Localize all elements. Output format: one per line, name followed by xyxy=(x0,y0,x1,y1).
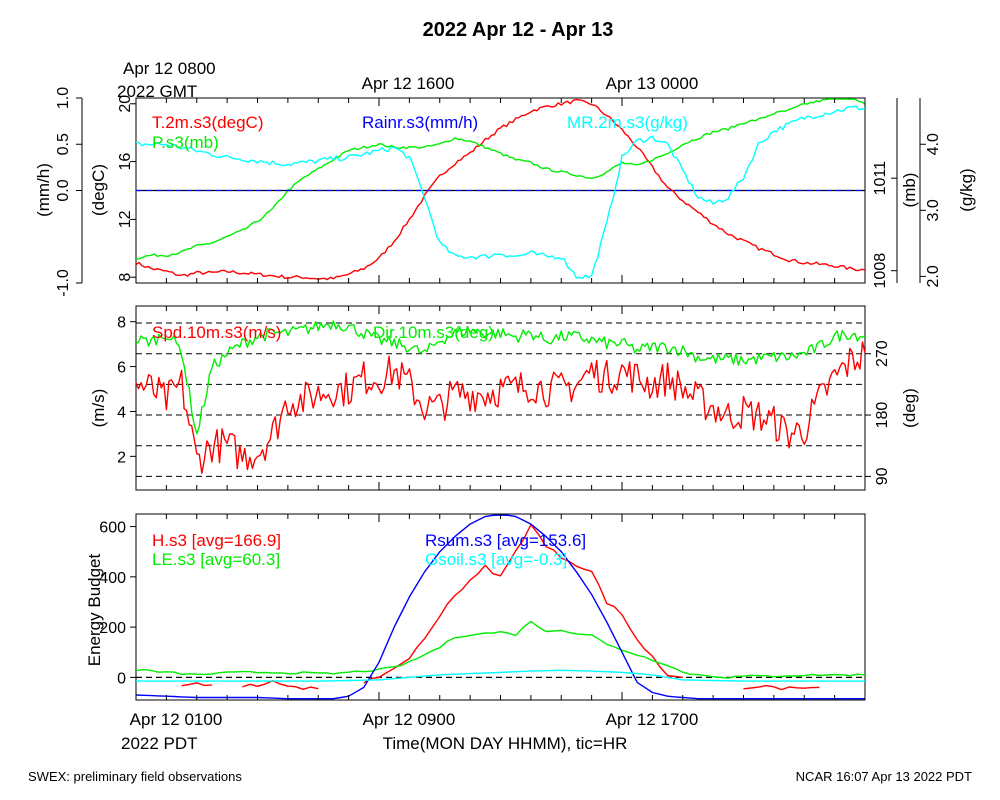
series-line-gsoil-s3 xyxy=(136,669,865,682)
footer-right: NCAR 16:07 Apr 13 2022 PDT xyxy=(796,769,972,784)
energy-tick-label: 600 xyxy=(99,520,126,537)
mixing-ratio-tick-label: 4.0 xyxy=(925,133,942,155)
energy-axes-group: 0 200 400 600 xyxy=(99,514,866,700)
rain-axis-label: (mm/h) xyxy=(34,163,53,217)
series-line-h-s3-2 xyxy=(363,524,683,684)
direction-tick-label: 180 xyxy=(874,402,891,429)
rain-tick-label: 0.0 xyxy=(55,179,72,201)
legend-wind-speed: Spd.10m.s3(m/s) xyxy=(152,323,281,342)
series-line-p-s3-mb- xyxy=(135,98,866,260)
temp-tick-label: 8 xyxy=(117,273,134,282)
temp-tick-label: 16 xyxy=(117,153,134,171)
met-axes-group: -1.0 0.0 0.5 1.0 8 12 16 20 1008 1011 2.0 3.0 4.0 xyxy=(55,87,942,297)
temp-axis-label: (degC) xyxy=(89,164,108,216)
x-axis-title: Time(MON DAY HHMM), tic=HR xyxy=(383,734,628,753)
pressure-axis-label: (mb) xyxy=(900,173,919,208)
legend-mixing-ratio: MR.2m.s3(g/kg) xyxy=(567,113,688,132)
direction-axis-label: (deg) xyxy=(900,388,919,428)
rain-tick-label: -1.0 xyxy=(55,269,72,297)
energy-panel: 0 200 400 600 H.s3 [avg=166.9] LE.s3 [avg=6… xyxy=(85,513,866,701)
wind-axes-group: 2 4 6 8 90 180 270 xyxy=(117,306,891,490)
bottom-time-label-first: Apr 12 0100 xyxy=(130,710,223,729)
series-line-h-s3-0 xyxy=(181,682,212,687)
direction-tick-label: 270 xyxy=(874,340,891,367)
mixing-ratio-axis-label: (g/kg) xyxy=(957,168,976,211)
series-line-le-s3 xyxy=(135,620,866,679)
direction-tick-label: 90 xyxy=(874,467,891,485)
speed-tick-label: 6 xyxy=(117,360,126,377)
met-panel: -1.0 0.0 0.5 1.0 8 12 16 20 1008 1011 2.0 3.0 4.0 T.… xyxy=(34,87,976,297)
energy-tick-label: 0 xyxy=(117,670,126,687)
series-line-h-s3-1 xyxy=(242,680,319,690)
series-line-dir-10m-s3-deg- xyxy=(135,320,866,435)
legend-net-radiation: Rsum.s3 [avg=153.6] xyxy=(425,531,586,550)
top-time-label-last: Apr 13 0000 xyxy=(606,74,699,93)
bottom-time-label-mid: Apr 12 0900 xyxy=(363,710,456,729)
mixing-ratio-tick-label: 3.0 xyxy=(925,199,942,221)
legend-latent-heat: LE.s3 [avg=60.3] xyxy=(152,550,280,569)
bottom-time-label-first-sub: 2022 PDT xyxy=(121,734,198,753)
top-time-label-first: Apr 12 0800 xyxy=(123,59,216,78)
energy-tick-label: 200 xyxy=(99,620,126,637)
temp-tick-label: 12 xyxy=(117,210,134,228)
legend-pressure: P.s3(mb) xyxy=(152,133,219,152)
speed-axis-label: (m/s) xyxy=(89,389,108,428)
legend-wind-direction: Dir.10m.s3(deg) xyxy=(373,323,494,342)
pressure-tick-label: 1011 xyxy=(872,161,889,196)
temp-tick-label: 20 xyxy=(117,95,134,113)
bottom-time-label-last: Apr 12 1700 xyxy=(606,710,699,729)
met-series-group xyxy=(135,98,866,281)
pressure-tick-label: 1008 xyxy=(872,253,889,289)
legend-soil-heat: Gsoil.s3 [avg=-0.3] xyxy=(425,550,567,569)
rain-tick-label: 0.5 xyxy=(55,133,72,155)
legend-temperature: T.2m.s3(degC) xyxy=(152,113,263,132)
rain-tick-label: 1.0 xyxy=(55,87,72,109)
speed-tick-label: 2 xyxy=(117,449,126,466)
chart-title: 2022 Apr 12 - Apr 13 xyxy=(423,19,614,41)
wind-series-group xyxy=(135,320,866,474)
series-line-h-s3-3 xyxy=(743,684,820,691)
legend-sensible-heat: H.s3 [avg=166.9] xyxy=(152,531,281,550)
speed-tick-label: 4 xyxy=(117,404,126,421)
footer-left: SWEX: preliminary field observations xyxy=(28,769,242,784)
energy-tick-label: 400 xyxy=(99,570,126,587)
top-time-label-first-sub: 2022 GMT xyxy=(117,82,197,101)
speed-tick-label: 8 xyxy=(117,315,126,332)
series-line-spd-10m-s3-m-s- xyxy=(135,341,866,474)
energy-axis-label: Energy Budget xyxy=(85,553,104,666)
series-line-t-2m-s3-degc- xyxy=(135,98,866,281)
legend-rain-rate: Rainr.s3(mm/h) xyxy=(362,113,478,132)
top-time-label-mid: Apr 12 1600 xyxy=(362,74,455,93)
series-line-mr-2m-s3-g-kg- xyxy=(135,105,866,279)
mixing-ratio-tick-label: 2.0 xyxy=(925,265,942,287)
wind-panel: 2 4 6 8 90 180 270 Spd.10m.s3(m/s) Dir.10m.s3(… xyxy=(89,305,919,491)
